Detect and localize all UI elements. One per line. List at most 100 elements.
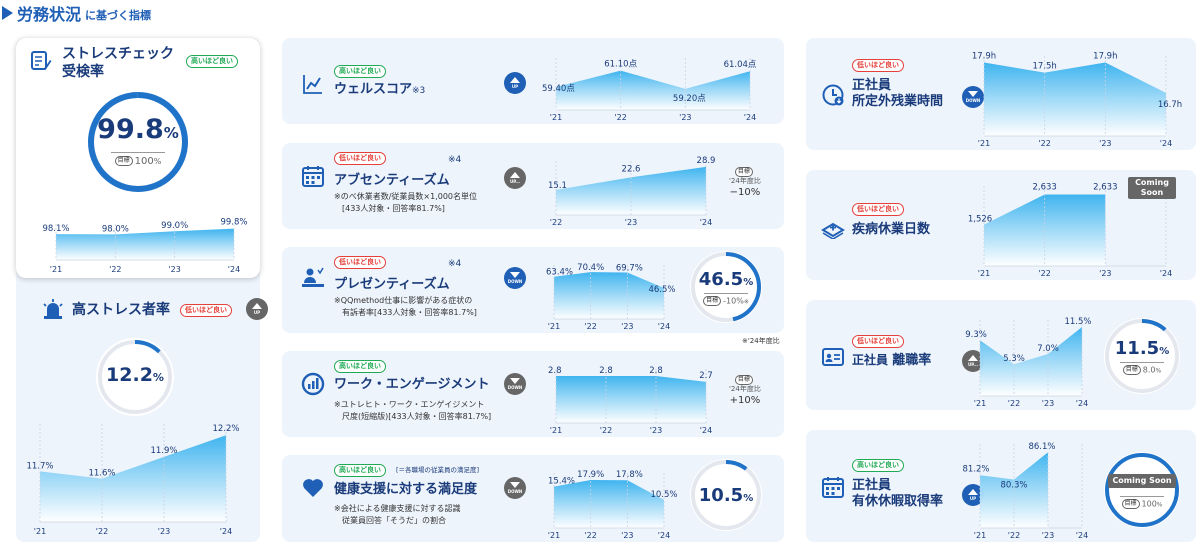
data-label: 98.1% (42, 224, 69, 234)
x-tick-label: '24 (1160, 139, 1172, 148)
stress-check-card[interactable]: ストレスチェック 受検率 高いほど良い 99.8% 目標 100% '21'22'2… (16, 38, 260, 278)
trend-down-icon: DOWN (962, 86, 984, 108)
trend-down-icon: DOWN (504, 267, 526, 289)
paid-leave-gauge: 目標 100% Coming Soon (1104, 452, 1180, 528)
turnover-card[interactable]: 低いほど良い 正社員 離職率 UP... '21 '22 '23 '24 9.3% 5.3… (806, 300, 1196, 410)
engagement-card[interactable]: 高いほど良い ワーク・エンゲージメント ※ユトレヒト・ワーク・エンゲイジメント尺… (282, 351, 784, 437)
data-label: 17.8% (616, 470, 643, 480)
lower-better-badge: 低いほど良い (180, 304, 232, 317)
trend-up-icon: UP... (504, 167, 526, 189)
high-stress-gauge: 12.2% (96, 338, 174, 416)
chart-area (556, 70, 750, 110)
gauge-value: 12.2% (106, 364, 164, 386)
gauge-goal: 目標 -10%※ (690, 296, 762, 306)
data-label: 17.9% (577, 470, 604, 480)
presenteeism-note: ※QQmethod仕事に影響がある症状の 有訴者率[433人対象・回答率81.7%… (334, 296, 477, 317)
x-tick-label: '23 (679, 113, 691, 122)
lower-better-badge: 低いほど良い (852, 203, 904, 216)
data-label: 2.7 (699, 371, 713, 381)
line-chart-icon (300, 71, 326, 97)
data-label: 99.0% (161, 221, 188, 231)
absenteeism-comparison: 目標 '24年度比 −10% (729, 167, 761, 199)
engagement-note: ※ユトレヒト・ワーク・エンゲイジメント 尺度(短縮版)[433人対象・回答率81.… (334, 400, 492, 421)
wellness-card[interactable]: 高いほど良い ウェルスコア※3 UP '21 '22 '23 '24 59.40点 61.… (282, 38, 784, 124)
chart-area (556, 375, 706, 423)
heart-icon (300, 475, 326, 501)
x-tick-label: '23 (621, 531, 633, 540)
paid-leave-title: 正社員 有休休暇取得率 (852, 478, 944, 510)
x-tick-label: '23 (158, 527, 170, 536)
data-label: 11.5% (1064, 317, 1091, 327)
x-tick-label: '24 (700, 218, 712, 227)
sick-leave-chart: '21 '22 '23 '24 1,526 2,633 2,633 (968, 183, 1172, 278)
gauge-chart-icon (300, 371, 326, 397)
overtime-chart: '21 '22 '23 '24 17.9h 17.5h 17.9h 16.7h (972, 52, 1182, 148)
presenteeism-title: ※4 プレゼンティーズム (334, 259, 462, 293)
absenteeism-card[interactable]: 低いほど良い ※4 アブセンティーズム ※のべ休業者数/従業員数×1,000名単位… (282, 143, 784, 229)
x-tick-label: '23 (168, 265, 180, 274)
x-tick-label: '21 (550, 113, 562, 122)
section-header: 労務状況 に基づく指標 (2, 2, 151, 24)
stress-check-chart: '21 '22 '23 '24 98.1% 98.0% 99.0% 99.8% (42, 218, 247, 274)
x-tick-label: '24 (658, 322, 670, 331)
overtime-card[interactable]: 低いほど良い 正社員 所定外残業時間 DOWN '21 '22 '23 '24 17.9h… (806, 38, 1196, 150)
lower-better-badge: 低いほど良い (334, 256, 386, 269)
sick-leave-card[interactable]: 低いほど良い 疾病休業日数 '21 '22 '23 '24 1,526 2,633 2,63… (806, 170, 1196, 280)
higher-better-badge: 高いほど良い (334, 464, 386, 477)
data-label: 11.7% (26, 461, 53, 471)
data-label: 28.9 (697, 156, 716, 166)
data-label: 2.8 (649, 366, 663, 376)
satisfaction-card[interactable]: 高いほど良い [＝各職場の従業員の満足度] 健康支援に対する満足度 ※会社による… (282, 455, 784, 542)
data-label: 86.1% (1028, 442, 1055, 452)
data-label: 98.0% (102, 224, 129, 234)
x-tick-label: '24 (744, 113, 756, 122)
gauge-value: 46.5% (698, 269, 754, 290)
gauge-goal: 目標 100% (86, 156, 190, 167)
paid-leave-chart: '21 '22 '23 '24 81.2% 80.3% 86.1% (962, 442, 1088, 540)
data-label: 61.04点 (724, 60, 757, 70)
paid-leave-card[interactable]: 高いほど良い 正社員 有休休暇取得率 UP '21 '22 '23 '24 81.2% 80… (806, 430, 1196, 542)
x-tick-label: '22 (1038, 269, 1050, 278)
absenteeism-chart: '22 '23 '24 15.1 22.6 28.9 (548, 156, 716, 227)
x-tick-label: '21 (34, 527, 46, 536)
chart-area (56, 228, 234, 260)
gauge-goal: 目標 100% (1104, 499, 1180, 509)
data-label: 12.2% (212, 424, 239, 434)
satisfaction-subnote: [＝各職場の従業員の満足度] (396, 466, 480, 474)
data-label: 2,633 (1093, 183, 1117, 193)
chart-area (40, 435, 226, 522)
x-tick-label: '24 (1160, 269, 1172, 278)
data-label: 11.6% (88, 469, 115, 479)
turnover-gauge: 11.5% 目標 8.0% (1104, 318, 1180, 394)
lower-better-badge: 低いほど良い (852, 335, 904, 348)
gauge-value: 99.8% (97, 114, 179, 145)
x-tick-label: '24 (1076, 399, 1088, 408)
high-stress-chart: '21 '22 '23 '24 11.7% 11.6% 11.9% 12.2% (26, 424, 240, 536)
lower-better-badge: 低いほど良い (852, 59, 904, 72)
wellness-title: ウェルスコア※3 (334, 82, 426, 97)
calendar-grid-icon (820, 474, 846, 500)
x-tick-label: '23 (621, 322, 633, 331)
higher-better-badge: 高いほど良い (852, 459, 904, 472)
high-stress-title: 高ストレス者率 (72, 302, 170, 318)
data-label: 11.9% (150, 446, 177, 456)
calendar-icon (300, 163, 326, 189)
presenteeism-card[interactable]: 低いほど良い ※4 プレゼンティーズム ※QQmethod仕事に影響がある症状の有… (282, 247, 784, 333)
trend-down-icon: DOWN (504, 477, 526, 499)
data-label: 59.20点 (673, 94, 706, 104)
x-tick-label: '24 (228, 265, 240, 274)
satisfaction-title: 健康支援に対する満足度 (334, 482, 478, 497)
lower-better-badge: 低いほど良い (334, 152, 386, 165)
absenteeism-note: ※のべ休業者数/従業員数×1,000名単位 [433人対象・回答率81.7%] (334, 192, 478, 213)
satisfaction-chart: '21 '22 '23 '24 15.4%17.9% 17.8% 10.5% (548, 470, 678, 540)
x-tick-label: '23 (625, 218, 637, 227)
trend-up-icon: UP... (962, 350, 984, 372)
absenteeism-title: ※4 アブセンティーズム (334, 155, 462, 189)
sick-leave-title: 疾病休業日数 (852, 222, 931, 237)
satisfaction-gauge: 10.5% (690, 459, 762, 531)
data-label: 80.3% (1000, 481, 1027, 491)
satisfaction-note: ※会社による健康支援に対する認識 従業員回答「そうだ」の割合 (334, 504, 461, 525)
x-tick-label: '22 (1038, 139, 1050, 148)
data-label: 63.4% (546, 268, 573, 278)
x-tick-label: '21 (974, 531, 986, 540)
